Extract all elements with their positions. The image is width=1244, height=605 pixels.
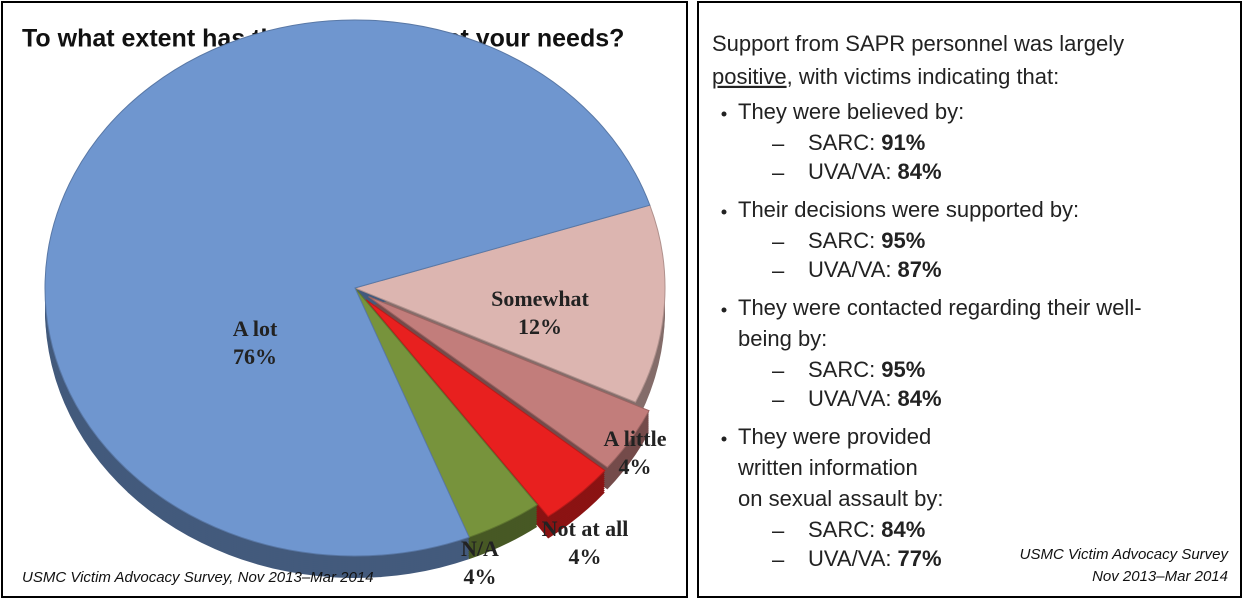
item-value: 95	[881, 357, 905, 382]
slice	[365, 299, 606, 518]
slice-value-label: 12%	[518, 314, 562, 339]
item-value: 77	[898, 546, 922, 571]
slice-label: Somewhat	[491, 286, 589, 311]
item-label: UVA/VA:	[808, 546, 892, 571]
source: USMC Victim Advocacy Survey, Nov 2013–Ma…	[22, 569, 374, 586]
slice	[44, 19, 651, 557]
bullet-text: Their decisions were supported by:	[738, 197, 1079, 222]
bullet-dot	[721, 209, 727, 215]
dash: –	[772, 160, 785, 185]
right-panel	[697, 1, 1242, 598]
slice-value-label: 76%	[233, 344, 277, 369]
item-label: SARC:	[808, 517, 875, 542]
item-unit: %	[906, 130, 926, 155]
bullet-text: They were believed by:	[738, 99, 964, 124]
dash: –	[772, 547, 785, 572]
bullet-dot	[721, 307, 727, 313]
panel-source: USMC Victim Advocacy Survey	[1020, 546, 1230, 563]
slice-value-label: 4%	[464, 564, 497, 589]
item-value: 84	[898, 159, 923, 184]
slice-label: Not at all	[542, 516, 629, 541]
item-value: 91	[881, 130, 905, 155]
dash: –	[772, 518, 785, 543]
slice-value-label: 4%	[569, 544, 602, 569]
bullet-text: written information	[737, 455, 918, 480]
item-value: 84	[898, 386, 923, 411]
item-unit: %	[906, 517, 926, 542]
panel-source: Nov 2013–Mar 2014	[1092, 568, 1228, 585]
item-value: 84	[881, 517, 906, 542]
item-label: UVA/VA:	[808, 257, 892, 282]
bullet-text: They were contacted regarding their well…	[738, 295, 1142, 320]
item-label: UVA/VA:	[808, 386, 892, 411]
intro: , with victims indicating that:	[787, 64, 1060, 89]
item-label: UVA/VA:	[808, 159, 892, 184]
bullet-dot	[721, 436, 727, 442]
dash: –	[772, 229, 785, 254]
dash: –	[772, 131, 785, 156]
item-label: SARC:	[808, 228, 875, 253]
item-unit: %	[922, 257, 942, 282]
text-panel: Support from SAPR personnel was largely p…	[712, 31, 1229, 585]
item-label: SARC:	[808, 357, 875, 382]
item-value: 87	[898, 257, 922, 282]
intro-emphasis: positive	[712, 64, 787, 89]
slice-label: A little	[604, 426, 667, 451]
bullet-text: They were provided	[738, 424, 931, 449]
item-unit: %	[922, 546, 942, 571]
slice-label: N/A	[461, 536, 499, 561]
item-unit: %	[922, 386, 942, 411]
item-value: 95	[881, 228, 905, 253]
item-unit: %	[922, 159, 942, 184]
bullet-text: being by:	[738, 326, 827, 351]
dash: –	[772, 387, 785, 412]
item-unit: %	[906, 357, 926, 382]
item-label: SARC:	[808, 130, 875, 155]
item-unit: %	[906, 228, 926, 253]
slice	[353, 204, 666, 403]
bullet-dot	[721, 111, 727, 117]
intro: Support from SAPR personnel was largely	[712, 31, 1124, 56]
dash: –	[772, 258, 785, 283]
slice-value-label: 4%	[619, 454, 652, 479]
dash: –	[772, 358, 785, 383]
slice	[368, 296, 650, 469]
bullet-text: on sexual assault by:	[738, 486, 943, 511]
pie: Somewhat 12% A little 4% Not at all 4% N/A 4% A …	[44, 19, 667, 589]
slice-label: A lot	[233, 316, 278, 341]
